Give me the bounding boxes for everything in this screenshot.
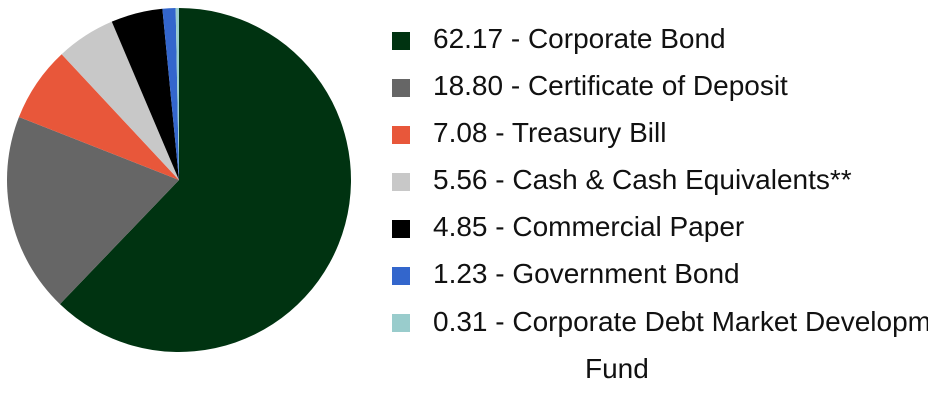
legend-label: 1.23 - Government Bond bbox=[433, 258, 740, 289]
legend-item: 4.85 - Commercial Paper bbox=[392, 210, 922, 257]
pie-slice bbox=[7, 116, 180, 305]
pie-slice bbox=[162, 8, 179, 181]
legend-swatch bbox=[392, 173, 410, 191]
legend-label: 5.56 - Cash & Cash Equivalents** bbox=[433, 164, 852, 195]
legend-swatch bbox=[392, 220, 410, 238]
legend-swatch bbox=[392, 126, 410, 144]
legend-item: 0.31 - Corporate Debt Market Development… bbox=[392, 304, 928, 384]
legend-label: 0.31 - Corporate Debt Market Development… bbox=[433, 306, 928, 384]
legend-label: 4.85 - Commercial Paper bbox=[433, 211, 745, 242]
pie-slice bbox=[175, 8, 179, 180]
legend-swatch bbox=[392, 32, 410, 50]
legend-item: 1.23 - Government Bond bbox=[392, 257, 922, 304]
legend-item: 62.17 - Corporate Bond bbox=[392, 22, 922, 69]
pie-slice bbox=[18, 54, 179, 180]
legend-item: 7.08 - Treasury Bill bbox=[392, 116, 922, 163]
legend: 62.17 - Corporate Bond 18.80 - Certificat… bbox=[392, 22, 928, 384]
pie-slice bbox=[111, 8, 179, 180]
legend-item: 5.56 - Cash & Cash Equivalents** bbox=[392, 163, 922, 210]
legend-item: 18.80 - Certificate of Deposit bbox=[392, 69, 922, 116]
legend-label: 18.80 - Certificate of Deposit bbox=[433, 70, 788, 101]
legend-swatch bbox=[392, 79, 410, 97]
pie-slice bbox=[61, 21, 180, 181]
legend-label: 62.17 - Corporate Bond bbox=[433, 23, 726, 54]
legend-swatch bbox=[392, 267, 410, 285]
legend-swatch bbox=[392, 314, 410, 332]
legend-label: 7.08 - Treasury Bill bbox=[433, 117, 667, 148]
pie-slice bbox=[59, 8, 351, 352]
